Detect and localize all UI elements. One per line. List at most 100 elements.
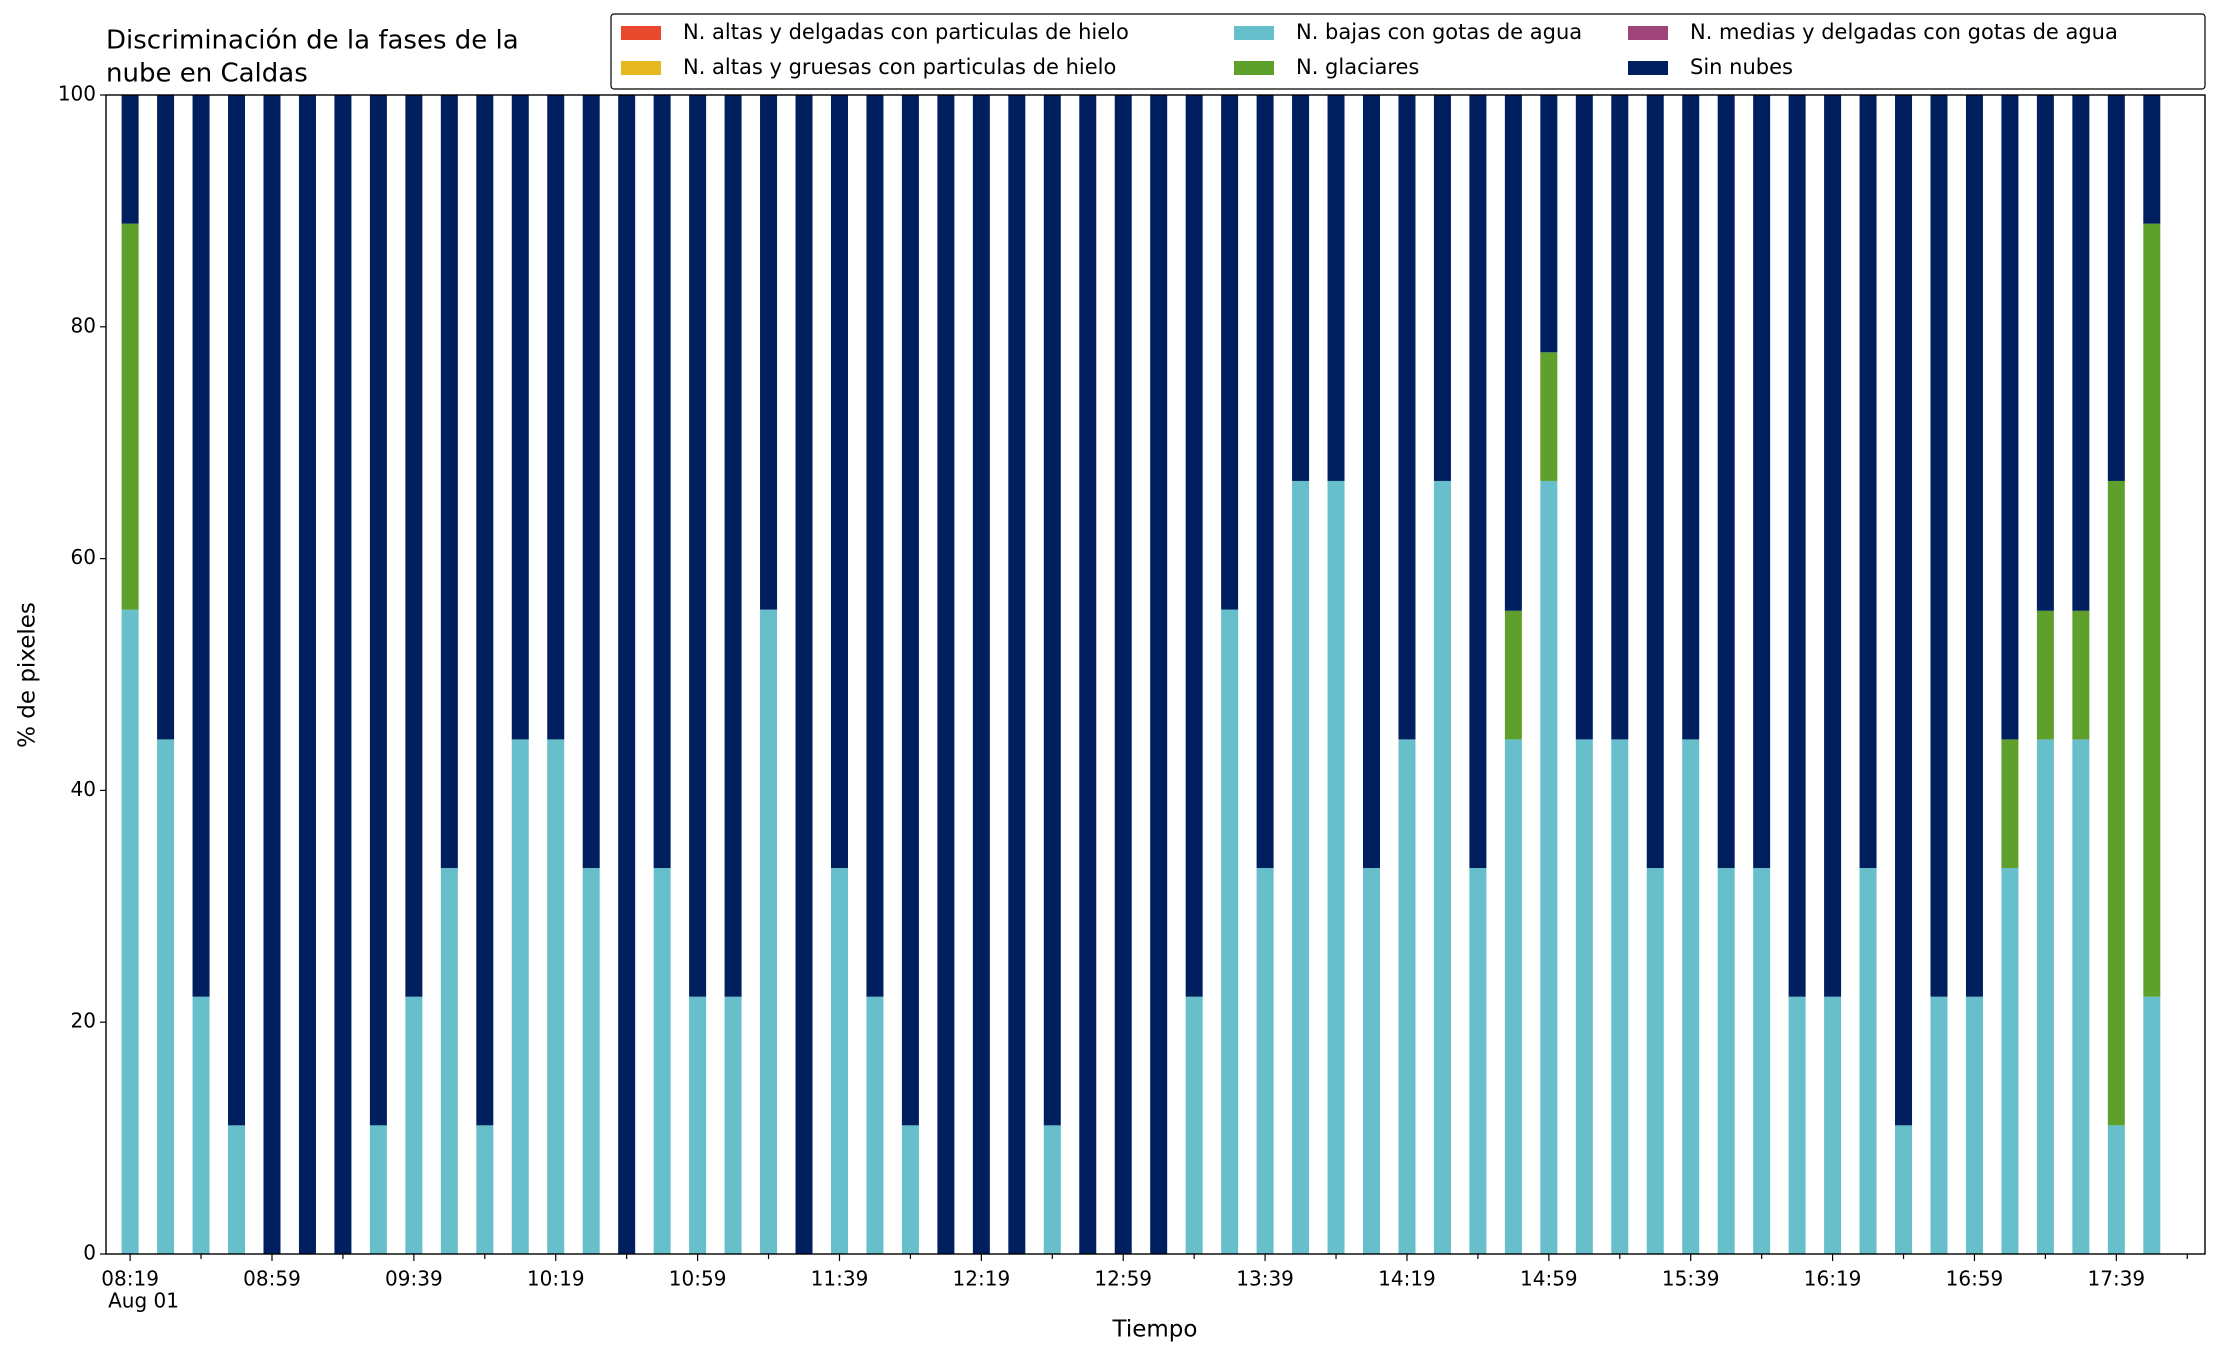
bar-segment bbox=[1611, 739, 1629, 1254]
bar-segment bbox=[192, 996, 210, 1254]
bar-segment bbox=[1469, 95, 1487, 869]
bar-segment bbox=[653, 868, 671, 1254]
x-tick-label: 16:59 bbox=[1946, 1267, 2004, 1291]
bar-segment bbox=[157, 739, 175, 1254]
x-tick-label: 14:19 bbox=[1378, 1267, 1436, 1291]
x-tick-label: 09:39 bbox=[385, 1267, 443, 1291]
bar-segment bbox=[1788, 95, 1806, 997]
bar-segment bbox=[1930, 996, 1948, 1254]
bar-segment bbox=[298, 95, 316, 1254]
bar-segment bbox=[440, 868, 458, 1254]
bar-segment bbox=[1469, 868, 1487, 1254]
y-tick-label: 60 bbox=[71, 545, 96, 569]
bar-segment bbox=[1363, 95, 1381, 869]
bar-segment bbox=[972, 95, 990, 1254]
bar-segment bbox=[937, 95, 955, 1254]
bar-segment bbox=[830, 868, 848, 1254]
bar-segment bbox=[1824, 996, 1842, 1254]
bar-segment bbox=[795, 95, 813, 1254]
bar-segment bbox=[2036, 95, 2054, 611]
x-tick-label: 12:19 bbox=[953, 1267, 1011, 1291]
legend-label: N. bajas con gotas de agua bbox=[1296, 20, 1582, 44]
bar-segment bbox=[228, 95, 246, 1126]
bar-segment bbox=[192, 95, 210, 997]
bar-segment bbox=[1327, 480, 1345, 1254]
bar-segment bbox=[689, 95, 707, 997]
x-tick-label: 13:39 bbox=[1236, 1267, 1294, 1291]
bar-segment bbox=[2072, 610, 2090, 740]
legend-box bbox=[610, 13, 2206, 90]
bar-segment bbox=[1079, 95, 1097, 1254]
bar-segment bbox=[2001, 868, 2019, 1254]
bar-segment bbox=[1433, 480, 1451, 1254]
bar-segment bbox=[1859, 95, 1877, 869]
bar-segment bbox=[1150, 95, 1168, 1254]
y-tick-label: 40 bbox=[71, 777, 96, 801]
x-tick-label: 10:59 bbox=[669, 1267, 727, 1291]
bar-segment bbox=[405, 95, 423, 997]
bar-segment bbox=[1185, 95, 1203, 997]
bar-segment bbox=[1682, 739, 1700, 1254]
bar-segment bbox=[1008, 95, 1026, 1254]
bar-segment bbox=[1433, 95, 1451, 481]
y-tick-label: 0 bbox=[83, 1241, 96, 1265]
bar-segment bbox=[1930, 95, 1948, 997]
legend-label: N. altas y gruesas con particulas de hie… bbox=[683, 55, 1116, 79]
bar-segment bbox=[1363, 868, 1381, 1254]
bar-segment bbox=[1043, 1125, 1061, 1254]
bar-segment bbox=[2001, 739, 2019, 869]
x-tick-label: 14:59 bbox=[1520, 1267, 1578, 1291]
bar-segment bbox=[121, 95, 139, 224]
bar-segment bbox=[547, 739, 565, 1254]
bar-segment bbox=[2072, 95, 2090, 611]
bar-segment bbox=[653, 95, 671, 869]
bar-segment bbox=[1327, 95, 1345, 481]
bar-segment bbox=[440, 95, 458, 869]
bar-segment bbox=[1575, 739, 1593, 1254]
bar-segment bbox=[334, 95, 352, 1254]
bar-segment bbox=[1114, 95, 1132, 1254]
bar-segment bbox=[1504, 610, 1522, 740]
y-axis-label: % de pixeles bbox=[15, 602, 41, 748]
legend-label: N. altas y delgadas con particulas de hi… bbox=[683, 20, 1129, 44]
bar-segment bbox=[618, 95, 636, 1254]
bar-segment bbox=[476, 1125, 494, 1254]
bar-segment bbox=[760, 95, 778, 610]
bar-segment bbox=[689, 996, 707, 1254]
bar-segment bbox=[1398, 95, 1416, 740]
bar-segment bbox=[1646, 868, 1664, 1254]
x-tick-label: 08:19 bbox=[101, 1267, 159, 1291]
legend-swatch bbox=[621, 61, 661, 75]
bar-segment bbox=[582, 868, 600, 1254]
bar-segment bbox=[1398, 739, 1416, 1254]
bar-segment bbox=[1292, 480, 1310, 1254]
bar-segment bbox=[2107, 95, 2125, 481]
bar-segment bbox=[2143, 223, 2161, 997]
bar-segment bbox=[1965, 95, 1983, 997]
bar-segment bbox=[1895, 95, 1913, 1126]
bar-segment bbox=[263, 95, 281, 1254]
bar-segment bbox=[1256, 868, 1274, 1254]
bar-segment bbox=[1859, 868, 1877, 1254]
bar-segment bbox=[121, 609, 139, 1254]
bar-segment bbox=[405, 996, 423, 1254]
chart-title: nube en Caldas bbox=[106, 59, 308, 89]
bar-segment bbox=[369, 95, 387, 1126]
bar-segment bbox=[1575, 95, 1593, 740]
bar-segment bbox=[1682, 95, 1700, 740]
legend-swatch bbox=[621, 26, 661, 40]
bar-segment bbox=[1611, 95, 1629, 740]
bar-segment bbox=[2107, 1125, 2125, 1254]
bar-segment bbox=[1221, 609, 1239, 1254]
bar-segment bbox=[1221, 95, 1239, 610]
bar-segment bbox=[1895, 1125, 1913, 1254]
legend-swatch bbox=[1234, 26, 1274, 40]
bar-segment bbox=[1753, 95, 1771, 869]
bar-segment bbox=[1504, 739, 1522, 1254]
chart-title: Discriminación de la fases de la bbox=[106, 26, 519, 56]
y-tick-label: 100 bbox=[58, 82, 96, 106]
bar-segment bbox=[1646, 95, 1664, 869]
bar-segment bbox=[369, 1125, 387, 1254]
